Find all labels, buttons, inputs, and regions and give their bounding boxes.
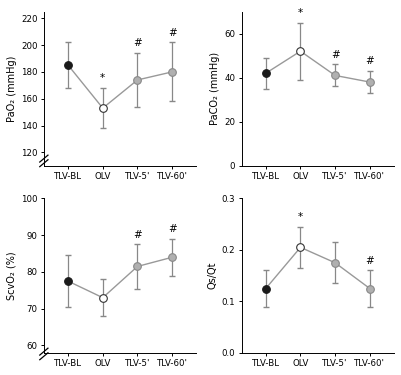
- Text: *: *: [100, 74, 105, 83]
- Text: *: *: [298, 212, 303, 222]
- Text: #: #: [168, 28, 176, 38]
- Text: #: #: [331, 50, 340, 60]
- Y-axis label: PaO₂ (mmHg): PaO₂ (mmHg): [7, 56, 17, 122]
- Text: #: #: [133, 39, 142, 48]
- Y-axis label: PaCO₂ (mmHg): PaCO₂ (mmHg): [210, 52, 220, 125]
- Text: *: *: [298, 8, 303, 18]
- Y-axis label: ScvO₂ (%): ScvO₂ (%): [7, 251, 17, 300]
- Y-axis label: Qs/Qt: Qs/Qt: [207, 262, 217, 290]
- Text: #: #: [168, 224, 176, 234]
- Text: #: #: [133, 230, 142, 240]
- Text: #: #: [365, 56, 374, 66]
- Text: #: #: [365, 256, 374, 266]
